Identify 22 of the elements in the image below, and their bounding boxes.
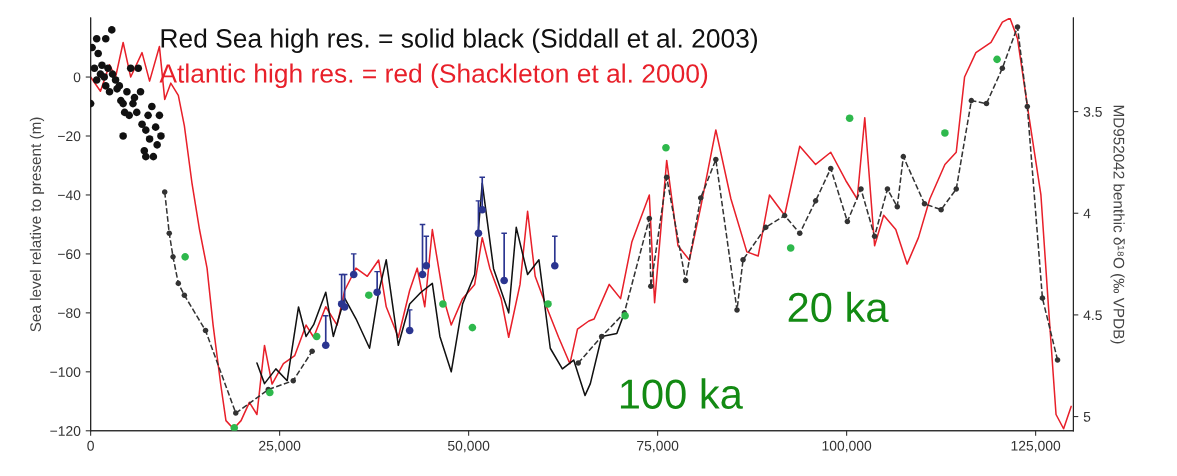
x-tick-label: 50,000 <box>447 440 490 453</box>
annotation: 100 ka <box>620 378 743 409</box>
y-tick-label: −20 <box>58 131 81 142</box>
y2-tick-label: 4 <box>1083 208 1091 219</box>
y2-tick-label: 4.5 <box>1083 310 1102 321</box>
y2-axis-title: MD952042 benthic δ¹⁸O (‰ VPDB) <box>1110 105 1125 344</box>
y-tick-label: −40 <box>58 190 81 201</box>
y-tick-label: −80 <box>58 308 81 319</box>
y2-tick-label: 5 <box>1083 412 1091 422</box>
y2-tick-label: 3.5 <box>1083 106 1102 117</box>
x-tick-label: 100,000 <box>822 440 872 453</box>
text: Red Sea high res. = solid black (Siddall et al. 2003) <box>161 28 758 53</box>
x-tick-label: 25,000 <box>259 440 301 453</box>
x-tick-label: 125,000 <box>1011 440 1061 453</box>
annotation: 20 ka <box>788 291 889 323</box>
x-tick-label: 75,000 <box>637 440 679 453</box>
y-tick-label: −60 <box>58 249 81 260</box>
y-tick-label: −120 <box>50 426 81 436</box>
y-tick-label: 0 <box>73 72 81 83</box>
x-tick-label: 0 <box>87 440 94 451</box>
y-axis-title: Sea level relative to present (m) <box>29 117 45 332</box>
y-tick-label: −100 <box>50 367 81 377</box>
